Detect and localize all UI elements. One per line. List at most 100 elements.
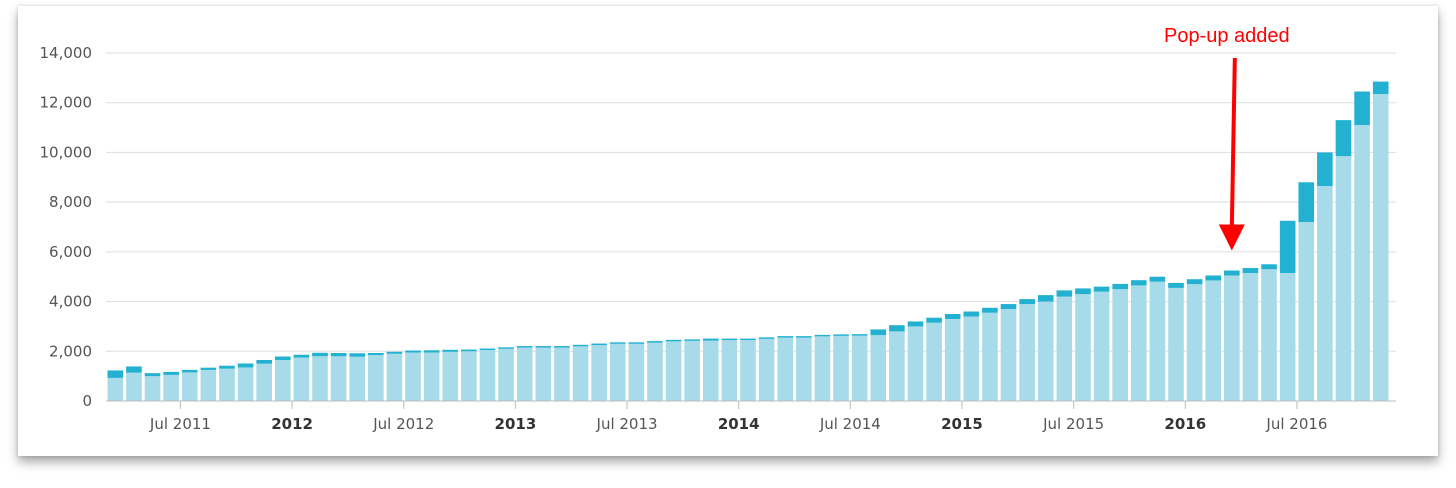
- bar-segment-base: [796, 337, 812, 401]
- bar-segment-base: [982, 312, 998, 401]
- x-axis: Jul 2011 2012 Jul 2012 2013 Jul 2013 2014 Jul …: [106, 400, 1396, 433]
- bar-segment-top: [163, 371, 179, 375]
- bar-segment-base: [1019, 304, 1035, 401]
- bar-segment-top: [1317, 152, 1333, 186]
- bar-segment-top: [144, 373, 161, 377]
- bar-segment-top: [926, 317, 942, 323]
- bar-segment-top: [219, 365, 235, 369]
- bar-segment-top: [963, 311, 980, 317]
- bar-segment-base: [442, 351, 459, 401]
- bar-segment-top: [982, 307, 998, 313]
- bar-segment-base: [163, 374, 179, 401]
- bar-segment-top: [1354, 91, 1370, 126]
- bar-segment-top: [684, 339, 700, 341]
- x-tick-label: Jul 2013: [596, 415, 658, 433]
- bar-segment-top: [1019, 299, 1035, 305]
- bar-segment-top: [516, 346, 533, 348]
- bar-segment-top: [702, 338, 719, 341]
- bar-segment-top: [889, 325, 905, 332]
- bar-segment-base: [479, 350, 496, 401]
- x-tick-label: 2015: [941, 415, 983, 433]
- bar-segment-base: [907, 326, 924, 401]
- bar-segment-top: [200, 367, 217, 370]
- bar-segment-base: [516, 347, 533, 401]
- bar-segment-base: [386, 353, 403, 401]
- bar-segment-base: [665, 341, 682, 401]
- bar-segment-base: [1335, 156, 1352, 401]
- bar-segment-top: [1000, 304, 1017, 310]
- annotation-label: Pop-up added: [1164, 25, 1290, 47]
- bar-segment-top: [796, 336, 812, 338]
- bar-segment-top: [609, 342, 626, 344]
- bar-segment-base: [1112, 289, 1128, 401]
- bar-segment-top: [591, 343, 607, 346]
- x-tick-label: Jul 2011: [149, 415, 211, 433]
- annotation: Pop-up added: [1164, 25, 1290, 251]
- bar-segment-base: [144, 376, 161, 401]
- bar-segment-base: [1037, 301, 1054, 401]
- bar-segment-base: [1354, 125, 1370, 401]
- bar-segment-top: [330, 353, 347, 357]
- bar-segment-base: [368, 355, 384, 401]
- bar-segment-base: [609, 343, 626, 401]
- x-tick-label: 2013: [495, 415, 537, 433]
- bar-segment-base: [312, 356, 328, 401]
- x-tick-label: Jul 2016: [1265, 415, 1327, 433]
- bar-segment-top: [423, 350, 440, 353]
- bar-segment-top: [740, 338, 756, 341]
- bar-segment-base: [237, 367, 254, 401]
- bar-segment-top: [1130, 280, 1147, 286]
- bar-segment-top: [368, 353, 384, 356]
- x-tick-label: Jul 2015: [1042, 415, 1104, 433]
- bar-segment-top: [535, 346, 552, 348]
- bar-segment-base: [293, 357, 310, 401]
- bar-segment-base: [1075, 294, 1091, 401]
- bar-segment-top: [1037, 295, 1054, 302]
- bar-segment-top: [386, 351, 403, 354]
- bar-segment-base: [944, 318, 961, 401]
- x-tick-label: Jul 2014: [819, 415, 881, 433]
- bar-segment-top: [107, 370, 124, 378]
- bar-segment-top: [274, 356, 291, 360]
- bar-segment-top: [312, 352, 328, 357]
- bar-segment-base: [1093, 291, 1110, 401]
- bar-segment-base: [1242, 272, 1259, 401]
- y-tick-label: 4,000: [49, 293, 92, 311]
- bar-segment-base: [889, 331, 905, 401]
- bar-chart: 02,0004,0006,0008,00010,00012,00014,000 …: [40, 25, 1396, 433]
- x-tick-label: 2012: [271, 415, 313, 433]
- y-tick-label: 6,000: [49, 243, 92, 261]
- bar-segment-top: [1298, 182, 1315, 223]
- bar-segment-base: [330, 356, 347, 401]
- bar-segment-base: [181, 372, 198, 401]
- bar-segment-base: [274, 359, 291, 401]
- bar-segment-top: [777, 336, 794, 338]
- bar-segment-base: [554, 347, 570, 401]
- bar-segment-base: [1298, 222, 1315, 401]
- bar-segment-base: [423, 352, 440, 401]
- bar-segment-top: [1335, 120, 1352, 157]
- bar-segment-top: [1112, 283, 1128, 290]
- x-tick-label: 2016: [1164, 415, 1206, 433]
- bar-segment-base: [777, 337, 794, 401]
- bar-segment-base: [1130, 285, 1147, 401]
- gridlines: [106, 52, 1396, 402]
- bar-segment-top: [907, 321, 924, 327]
- bar-segment-base: [1205, 280, 1222, 401]
- bar-segment-base: [1317, 185, 1333, 401]
- bar-segment-top: [814, 334, 831, 337]
- bar-segment-top: [181, 369, 198, 373]
- y-axis: 0 2,000 4,000 6,000 8,000 10,000 12,000 14,000: [40, 44, 93, 410]
- bar-segment-top: [498, 347, 514, 349]
- bar-segment-base: [1186, 284, 1203, 401]
- bar-segment-base: [721, 340, 738, 401]
- bar-segment-top: [256, 359, 272, 364]
- bar-segment-top: [833, 334, 849, 336]
- bar-segment-base: [107, 377, 124, 401]
- bar-segment-top: [1279, 220, 1296, 273]
- bar-segment-base: [126, 372, 142, 401]
- bar-segment-top: [628, 342, 645, 344]
- bar-segment-base: [851, 335, 868, 401]
- bar-segment-top: [1261, 264, 1277, 270]
- annotation-arrow-head: [1218, 224, 1245, 251]
